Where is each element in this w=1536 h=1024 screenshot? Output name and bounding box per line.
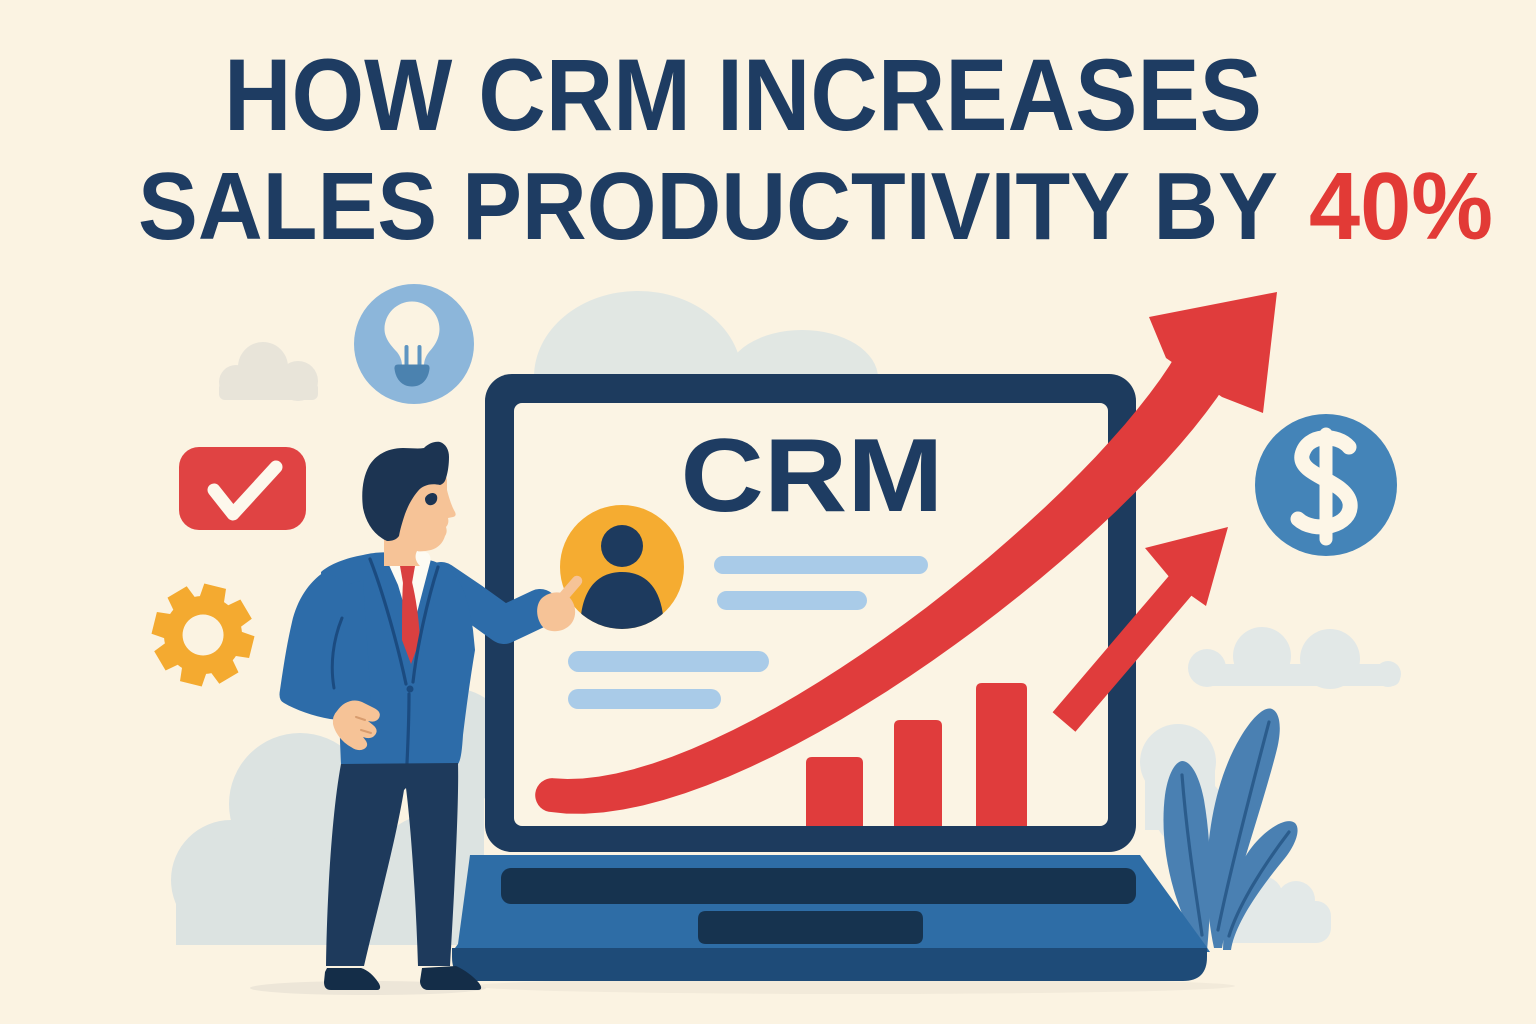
svg-text:40%: 40% [1309, 153, 1493, 260]
svg-text:CRM: CRM [681, 418, 944, 534]
svg-text:SALES PRODUCTIVITY BY: SALES PRODUCTIVITY BY [138, 153, 1278, 260]
svg-text:HOW CRM INCREASES: HOW CRM INCREASES [224, 38, 1262, 152]
